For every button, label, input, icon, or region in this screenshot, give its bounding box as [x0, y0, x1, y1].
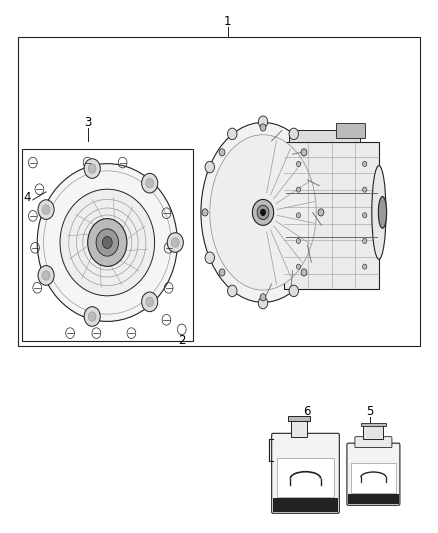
Circle shape: [252, 199, 274, 225]
Bar: [348, 494, 399, 504]
Circle shape: [141, 173, 158, 193]
Circle shape: [96, 229, 119, 256]
Circle shape: [257, 205, 269, 220]
Circle shape: [146, 179, 154, 188]
Circle shape: [289, 285, 298, 297]
Circle shape: [363, 264, 367, 269]
Circle shape: [363, 187, 367, 192]
Bar: [273, 498, 338, 512]
Circle shape: [38, 265, 54, 285]
Circle shape: [363, 238, 367, 244]
Bar: [351, 463, 396, 493]
Bar: [22, 149, 193, 341]
Circle shape: [171, 238, 179, 247]
FancyBboxPatch shape: [272, 433, 339, 513]
Circle shape: [42, 271, 50, 280]
Bar: [364, 425, 384, 440]
FancyBboxPatch shape: [347, 443, 400, 505]
Bar: [277, 458, 335, 497]
Text: 5: 5: [367, 405, 374, 418]
Ellipse shape: [201, 123, 325, 302]
Circle shape: [258, 297, 268, 309]
Bar: [291, 420, 307, 437]
Circle shape: [228, 285, 237, 297]
Circle shape: [219, 269, 225, 276]
Bar: [18, 37, 420, 346]
Circle shape: [363, 161, 367, 166]
Circle shape: [88, 312, 96, 321]
Circle shape: [84, 306, 100, 326]
Circle shape: [260, 209, 266, 216]
Circle shape: [258, 116, 268, 127]
Circle shape: [141, 292, 158, 312]
Bar: [361, 423, 386, 426]
Circle shape: [42, 205, 50, 214]
Circle shape: [260, 294, 266, 301]
Circle shape: [297, 187, 300, 192]
Circle shape: [301, 269, 307, 276]
Circle shape: [297, 264, 300, 269]
Circle shape: [301, 149, 307, 156]
Circle shape: [202, 209, 208, 216]
Bar: [284, 142, 379, 289]
Circle shape: [289, 128, 298, 140]
Circle shape: [297, 213, 300, 218]
Circle shape: [219, 149, 225, 156]
Circle shape: [363, 213, 367, 218]
Circle shape: [205, 252, 215, 263]
Circle shape: [102, 237, 112, 248]
Ellipse shape: [378, 197, 387, 228]
Circle shape: [318, 209, 324, 216]
Circle shape: [88, 164, 96, 173]
Ellipse shape: [37, 164, 177, 321]
Circle shape: [297, 161, 300, 166]
Bar: [289, 131, 360, 142]
Text: 6: 6: [303, 405, 311, 418]
Circle shape: [84, 159, 100, 179]
Text: 4: 4: [23, 191, 31, 204]
Ellipse shape: [60, 189, 155, 296]
Bar: [288, 416, 310, 421]
Text: 3: 3: [84, 116, 91, 129]
Text: 1: 1: [224, 15, 232, 28]
Circle shape: [297, 238, 300, 244]
Circle shape: [228, 128, 237, 140]
Circle shape: [205, 161, 215, 173]
Ellipse shape: [210, 135, 316, 290]
Circle shape: [88, 219, 127, 266]
Ellipse shape: [372, 166, 386, 259]
Text: 2: 2: [178, 334, 186, 346]
Circle shape: [260, 124, 266, 131]
Circle shape: [38, 200, 54, 220]
Circle shape: [167, 233, 184, 252]
Bar: [336, 123, 365, 138]
Circle shape: [146, 297, 154, 306]
FancyBboxPatch shape: [355, 437, 392, 448]
